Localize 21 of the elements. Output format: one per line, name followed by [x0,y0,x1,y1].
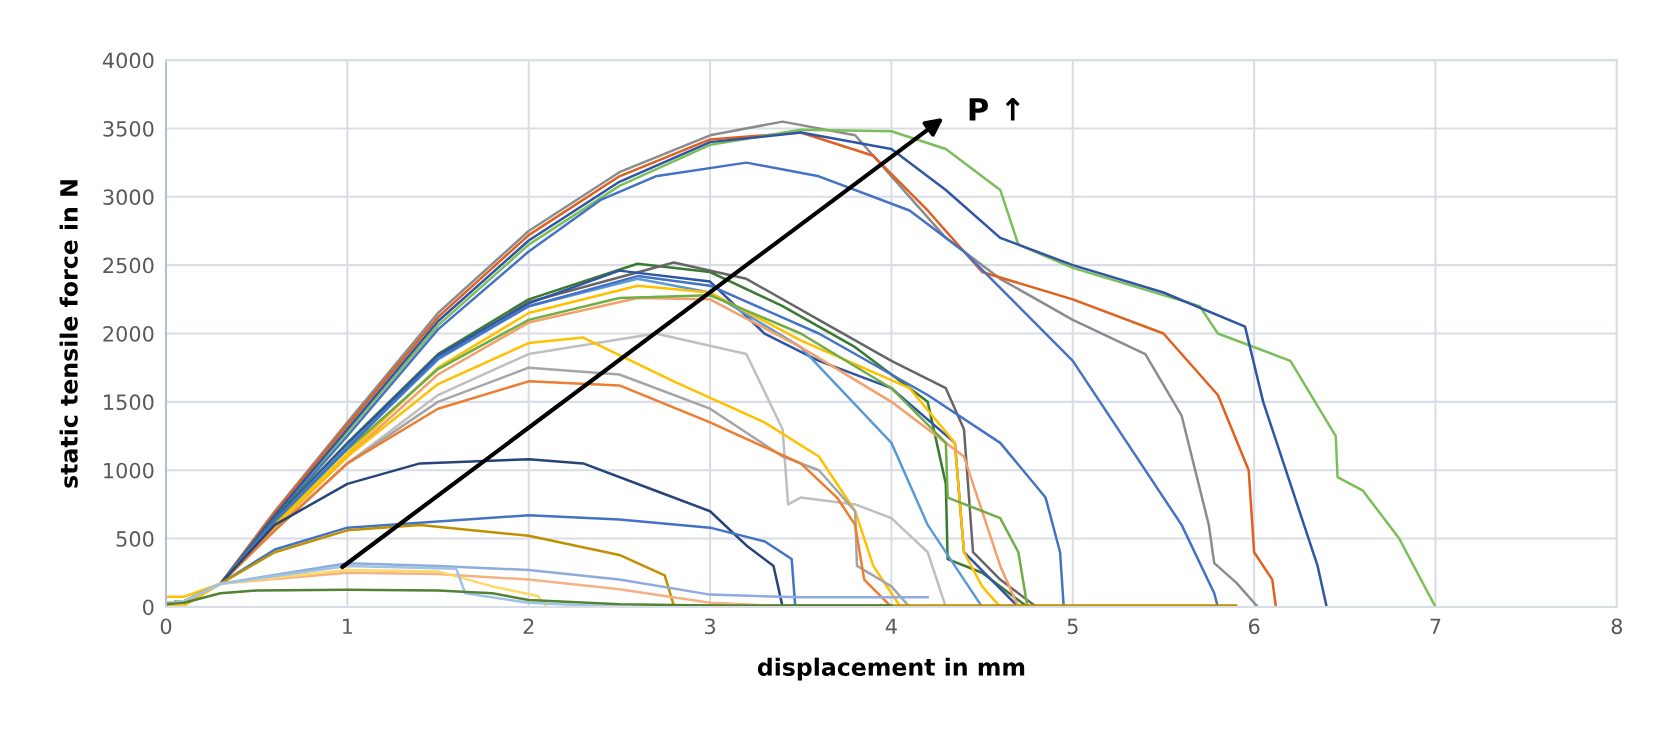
y-axis-title: static tensile force in N [59,180,78,488]
y-tick-label: 500 [116,531,154,547]
y-tick-label: 2500 [103,257,154,274]
x-tick-label: 3 [705,618,716,635]
x-tick-label: 8 [1611,618,1623,635]
annotation: P ↑ [969,98,1020,121]
x-axis-title: displacement in mm [757,657,1025,681]
y-tick-label: 4000 [102,52,154,69]
x-tick-label: 0 [160,618,172,635]
x-tick-label: 7 [1430,618,1441,634]
y-tick-label: 1500 [104,394,154,411]
x-tick-label: 1 [343,618,353,634]
y-tick-label: 1000 [104,462,154,479]
y-tick-label: 2000 [103,325,154,342]
y-tick-label: 3500 [103,120,154,137]
y-tick-label: 3000 [103,189,154,206]
x-tick-label: 4 [885,618,897,634]
x-tick-label: 2 [523,618,534,634]
x-tick-label: 5 [1067,618,1078,635]
x-tick-label: 6 [1248,618,1260,635]
y-tick-label: 0 [143,599,154,616]
